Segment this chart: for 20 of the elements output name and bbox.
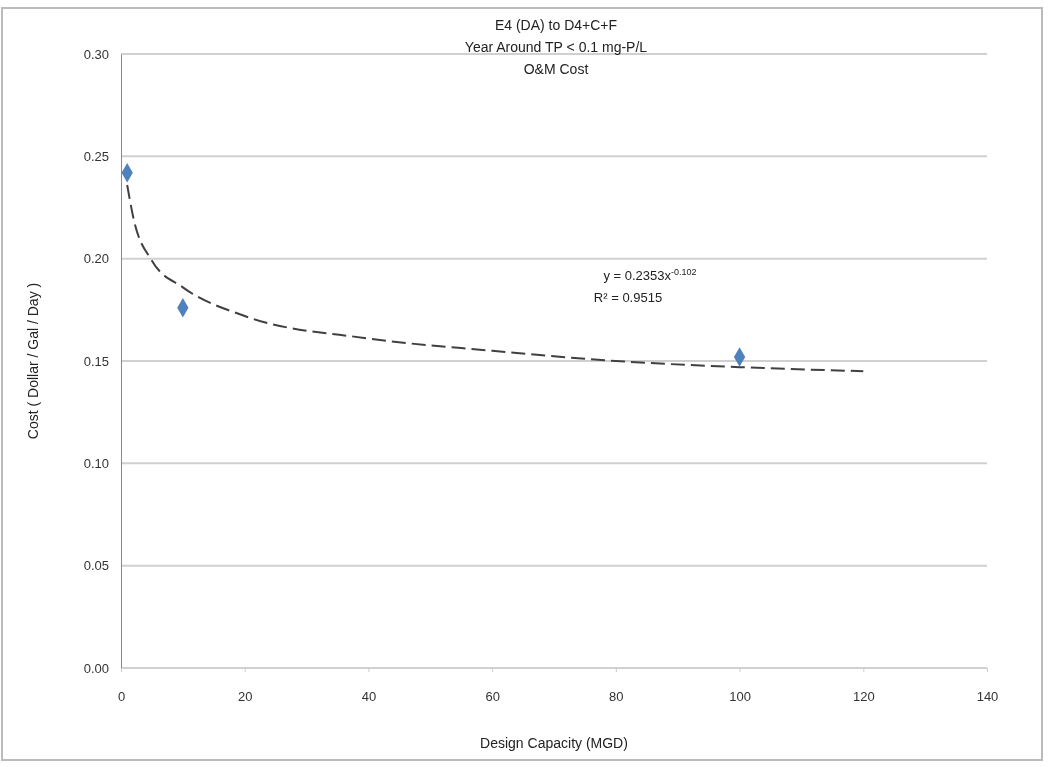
- x-tick-label: 80: [609, 689, 624, 705]
- x-tick-label: 140: [976, 689, 999, 705]
- y-tick-label: 0.00: [83, 660, 109, 676]
- annotation: y = 0.2353x$^{-0.102}$: [603, 267, 697, 283]
- x-axis-title: Design Capacity (MGD): [480, 735, 628, 751]
- x-tick-label: 0: [117, 689, 126, 705]
- x-tick-label: 120: [852, 689, 875, 705]
- y-tick-label: 0.30: [83, 46, 109, 62]
- annotation: R² = 0.9515: [593, 290, 663, 305]
- y-tick-label: 0.10: [83, 455, 109, 471]
- x-tick-label: 40: [361, 689, 377, 705]
- y-tick-label: 0.20: [83, 251, 109, 267]
- x-tick-label: 60: [485, 689, 500, 705]
- y-tick-label: 0.25: [83, 148, 109, 164]
- y-tick-label: 0.05: [83, 558, 109, 574]
- x-tick-label: 20: [237, 689, 253, 705]
- x-tick-label: 100: [729, 689, 751, 705]
- y-axis-title: Cost ( Dollar / Gal / Day ): [25, 282, 41, 440]
- chart-title: E4 (DA) to D4+C+F Year Around TP < 0.1 mg-P/L O&M Cost: [464, 17, 648, 77]
- y-tick-label: 0.15: [83, 353, 109, 369]
